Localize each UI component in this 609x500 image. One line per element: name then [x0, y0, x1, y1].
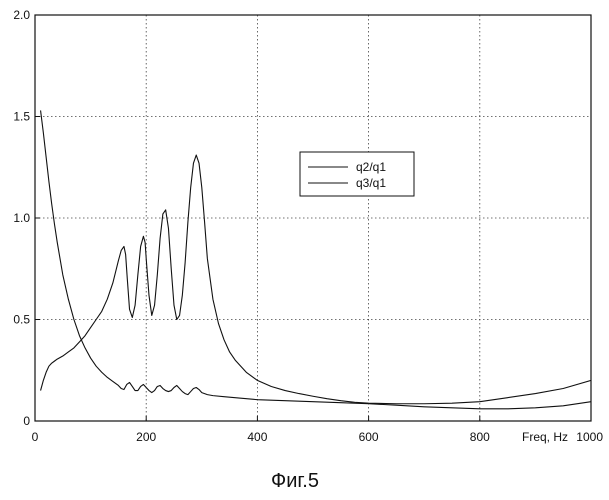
x-tick-label: 200: [136, 430, 156, 444]
x-axis-label: Freq, Hz: [522, 430, 568, 444]
y-tick-label: 2.0: [13, 8, 30, 22]
figure-caption: Фиг.5: [271, 470, 319, 492]
x-tick-labels: 0 200 400 600 800 1000: [32, 430, 604, 444]
legend-label-q2-q1: q2/q1: [356, 160, 386, 174]
y-tick-label: 1.5: [13, 110, 30, 124]
y-tick-label: 0: [23, 414, 30, 428]
x-tick-label: 1000: [576, 430, 603, 444]
y-tick-labels: 0 0.5 1.0 1.5 2.0: [13, 8, 30, 428]
legend-label-q3-q1: q3/q1: [356, 176, 386, 190]
y-tick-label: 1.0: [13, 211, 30, 225]
x-tick-label: 0: [32, 430, 39, 444]
x-tick-label: 600: [359, 430, 379, 444]
y-tick-label: 0.5: [13, 313, 30, 327]
x-tick-label: 400: [247, 430, 267, 444]
x-tick-label: 800: [470, 430, 490, 444]
legend: q2/q1 q3/q1: [300, 152, 414, 196]
grid-lines: [35, 15, 591, 421]
